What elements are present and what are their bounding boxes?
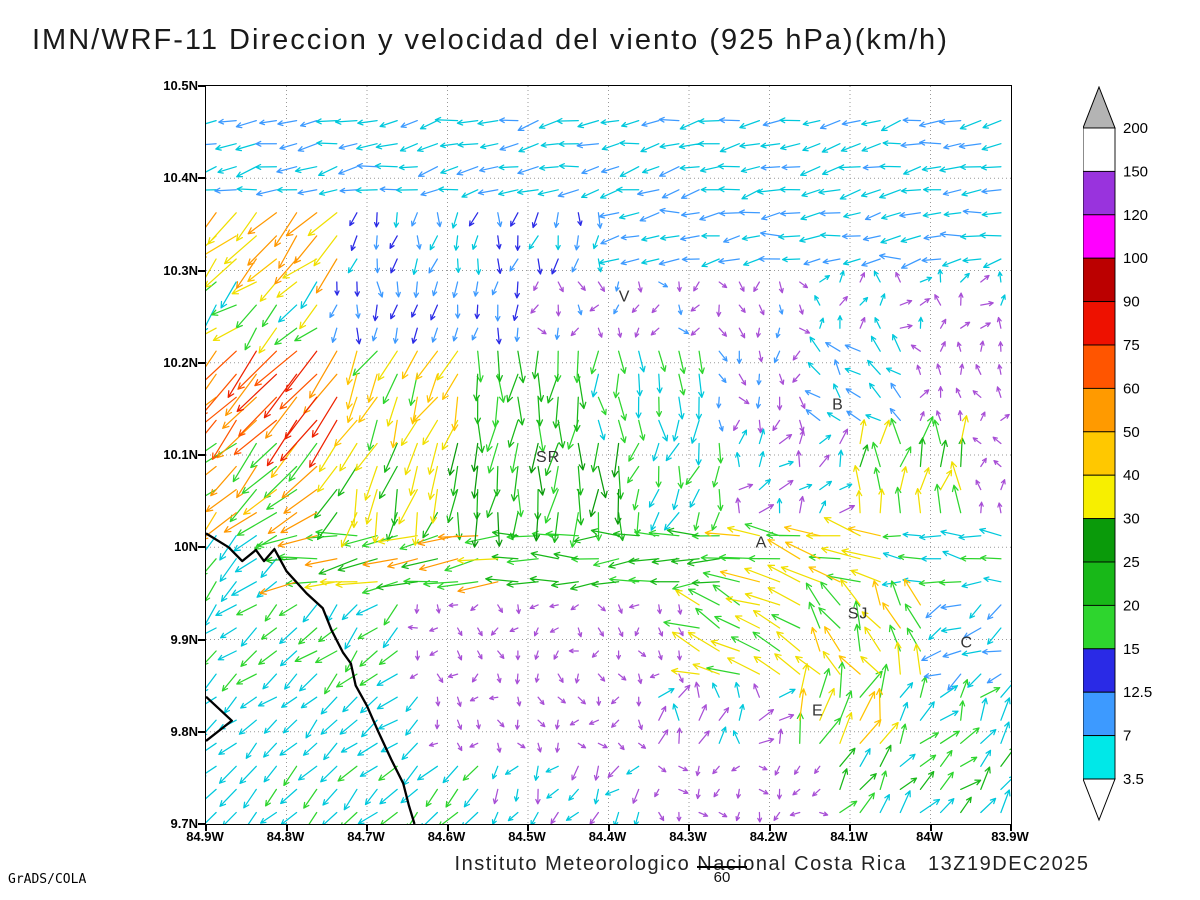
colorbar-label: 7 <box>1123 728 1131 745</box>
station-label: V <box>619 288 631 305</box>
axis-tick-mark <box>198 546 205 549</box>
axis-tick-label: 10N <box>174 539 198 555</box>
station-label: B <box>832 396 844 413</box>
axis-tick-label: 84.4W <box>588 829 627 844</box>
axis-tick-mark <box>198 269 205 272</box>
axis-tick-label: 10.5N <box>163 78 198 93</box>
colorbar-label: 100 <box>1123 250 1148 267</box>
axis-tick-label: 84.9W <box>186 829 224 844</box>
axis-tick-mark <box>205 824 207 831</box>
axis-tick-label: 84.5W <box>508 829 546 844</box>
axis-tick-label: 9.8N <box>170 723 198 739</box>
axis-tick-label: 83.9W <box>991 829 1029 844</box>
colorbar-segment <box>1083 170 1116 216</box>
axis-tick-label: 10.1N <box>163 447 198 462</box>
station-label: A <box>756 535 768 552</box>
axis-tick-label: 84.6W <box>427 829 466 844</box>
colorbar-segment <box>1083 301 1116 346</box>
axis-tick-label: 10.2N <box>163 354 198 370</box>
colorbar-label: 40 <box>1123 467 1140 484</box>
station-labels: V B SR A SJ C E <box>536 288 973 720</box>
axis-tick-mark <box>849 824 851 831</box>
colorbar-segment <box>1083 431 1116 476</box>
colorbar-label: 200 <box>1123 120 1148 137</box>
axis-tick-mark <box>198 85 205 87</box>
axis-tick-label: 84.3W <box>669 829 707 844</box>
axis-tick-mark <box>607 824 610 831</box>
station-label: SR <box>536 449 560 466</box>
axis-tick-mark <box>198 823 205 825</box>
colorbar-segment <box>1083 604 1116 650</box>
station-label: E <box>812 703 824 720</box>
colorbar-segment <box>1083 735 1116 780</box>
colorbar-segment <box>1083 387 1116 433</box>
station-label: SJ <box>848 606 869 623</box>
station-label: C <box>960 634 973 651</box>
colorbar-label: 90 <box>1123 294 1140 311</box>
axis-tick-label: 84.7W <box>347 829 385 844</box>
colorbar-segment <box>1083 474 1116 520</box>
colorbar-label: 150 <box>1123 163 1148 180</box>
axis-tick-mark <box>198 361 205 364</box>
reference-vector-line <box>697 866 747 868</box>
axis-tick-mark <box>1010 824 1012 831</box>
axis-tick-label: 10.3N <box>163 262 198 278</box>
colorbar-label: 25 <box>1123 554 1140 571</box>
colorbar-segment <box>1083 691 1116 737</box>
colorbar: 200 150 120 100 90 75 60 50 40 30 25 20 15 12.5 7 3.5 <box>1083 86 1152 822</box>
axis-tick-label: 10.4N <box>163 170 198 186</box>
colorbar-segment <box>1083 344 1116 389</box>
axis-tick-label: 84.2W <box>749 829 788 844</box>
axis-tick-label: 84.1W <box>830 829 868 844</box>
colorbar-label: 12.5 <box>1123 684 1152 701</box>
colorbar-label: 60 <box>1123 380 1140 397</box>
colorbar-segment <box>1083 127 1116 172</box>
colorbar-label: 15 <box>1123 641 1140 658</box>
axis-tick-mark <box>527 824 529 831</box>
axis-tick-mark <box>768 824 771 831</box>
run-datetime: 13Z19DEC2025 <box>928 853 1090 875</box>
axis-tick-mark <box>366 824 368 831</box>
axis-tick-label: 84.8W <box>266 829 305 844</box>
axis-tick-label: 84W <box>916 829 943 844</box>
axis-tick-mark <box>285 824 288 831</box>
grid-lines <box>206 86 1011 824</box>
wind-field-svg: V B SR A SJ C E <box>206 86 1011 824</box>
plot-area: V B SR A SJ C E <box>205 85 1012 825</box>
colorbar-label: 30 <box>1123 511 1140 528</box>
reference-vector-label: 60 <box>713 869 731 886</box>
axis-tick-mark <box>198 638 205 641</box>
axis-tick-label: 9.7N <box>170 816 198 831</box>
colorbar-segment <box>1083 214 1116 259</box>
colorbar-label: 50 <box>1123 424 1140 441</box>
axis-tick-mark <box>198 730 205 733</box>
axis-tick-mark <box>198 454 205 456</box>
colorbar-segment <box>1083 518 1116 563</box>
axis-tick-mark <box>446 824 449 831</box>
colorbar-label: 120 <box>1123 207 1148 224</box>
colorbar-segment <box>1083 257 1116 303</box>
chart-title: IMN/WRF-11 Direccion y velocidad del vie… <box>32 24 949 56</box>
axis-tick-mark <box>198 177 205 180</box>
colorbar-segment <box>1083 648 1116 693</box>
footer-institution: Instituto Meteorologico Nacional Costa R… <box>372 853 1172 876</box>
axis-tick-mark <box>688 824 690 831</box>
colorbar-under-triangle <box>1083 778 1116 822</box>
coastline <box>206 532 416 824</box>
axis-tick-mark <box>929 824 932 831</box>
colorbar-label: 3.5 <box>1123 771 1144 788</box>
colorbar-over-triangle <box>1083 86 1116 129</box>
wind-vectors <box>206 116 1011 824</box>
grads-credit: GrADS/COLA <box>8 872 87 887</box>
colorbar-label: 75 <box>1123 337 1140 354</box>
colorbar-segment <box>1083 561 1116 606</box>
colorbar-label: 20 <box>1123 597 1140 614</box>
axis-tick-label: 9.9N <box>170 631 198 647</box>
institution-text: Instituto Meteorologico Nacional Costa R… <box>454 853 907 875</box>
